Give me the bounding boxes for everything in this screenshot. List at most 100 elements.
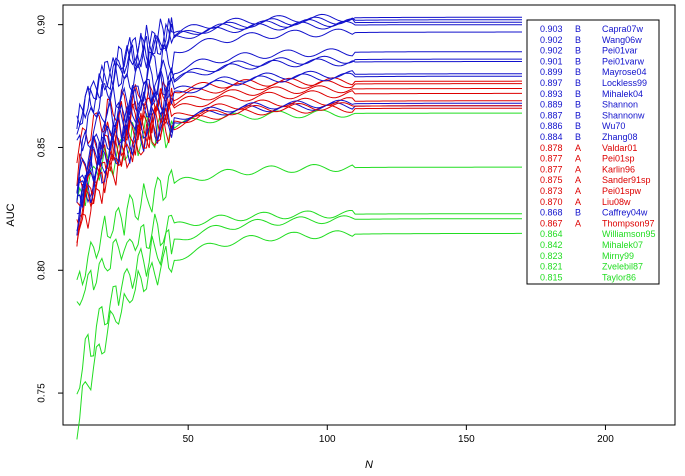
legend-label: Mayrose04 [602,67,647,77]
legend-auc: 0.899 [540,67,563,77]
legend-auc: 0.823 [540,251,563,261]
legend-auc: 0.897 [540,78,563,88]
legend-label: Mirny99 [602,251,634,261]
legend-group: B [575,67,581,77]
legend-label: Liu08w [602,197,631,207]
series-line [76,70,522,208]
legend-label: Williamson95 [602,229,656,239]
series-line [76,99,522,232]
plot-frame [62,4,676,426]
series-line [76,102,522,244]
series-line [76,215,522,395]
x-tick-label: 100 [319,434,336,445]
legend-label: Thompson97 [602,218,655,228]
legend-label: Mihalek07 [602,240,643,250]
legend: 0.903 B Capra07w 0.902 B Wang06w 0.902 B Pei01va… [540,24,656,282]
legend-label: Pei01varw [602,56,645,66]
legend-group: A [575,186,581,196]
legend-auc: 0.875 [540,175,563,185]
legend-label: Shannon [602,100,638,110]
legend-label: Wu70 [602,121,625,131]
legend-auc: 0.886 [540,121,563,131]
legend-group: B [575,121,581,131]
legend-auc: 0.877 [540,154,563,164]
legend-group: B [575,208,581,218]
legend-group: A [575,175,581,185]
legend-group: A [575,143,581,153]
y-axis-title: AUC [5,203,17,226]
y-axis: 0.75 0.80 0.85 0.90 [37,14,63,403]
legend-auc: 0.815 [540,272,563,282]
legend-auc: 0.821 [540,262,563,272]
legend-auc: 0.901 [540,56,563,66]
series-line [76,16,522,152]
legend-label: Shannonw [602,110,645,120]
legend-auc: 0.887 [540,110,563,120]
legend-label: Capra07w [602,24,644,34]
legend-auc: 0.868 [540,208,563,218]
legend-group: A [575,154,581,164]
legend-group: B [575,110,581,120]
legend-label: Karlin96 [602,164,635,174]
legend-group: A [575,164,581,174]
legend-label: Valdar01 [602,143,637,153]
legend-auc: 0.893 [540,89,563,99]
legend-label: Pei01spw [602,186,642,196]
legend-group: B [575,46,581,56]
series-line [76,97,522,231]
series-line [76,230,522,440]
series-line [76,163,522,287]
legend-label: Lockless99 [602,78,647,88]
legend-box [526,19,660,285]
legend-label: Taylor86 [602,272,636,282]
legend-auc: 0.867 [540,218,563,228]
legend-auc: 0.842 [540,240,563,250]
series-line [76,55,522,202]
legend-group: A [575,218,581,228]
series-line [76,48,522,203]
legend-auc: 0.902 [540,46,563,56]
legend-group: B [575,89,581,99]
y-tick-label: 0.75 [37,383,48,403]
legend-group: B [575,56,581,66]
y-tick-label: 0.80 [37,260,48,280]
legend-label: Pei01sp [602,154,635,164]
legend-auc: 0.870 [540,197,563,207]
legend-label: Wang06w [602,35,642,45]
x-tick-label: 200 [597,434,614,445]
series-line [76,109,522,207]
legend-label: Caffrey04w [602,208,648,218]
legend-label: Mihalek04 [602,89,643,99]
series-line [76,85,522,198]
legend-auc: 0.903 [540,24,563,34]
legend-group: B [575,132,581,142]
legend-label: Zvelebil87 [602,262,643,272]
series-line [76,102,522,236]
legend-group: B [575,24,581,34]
legend-auc: 0.873 [540,186,563,196]
series-line [76,13,522,130]
series-line [76,58,522,190]
legend-label: Zhang08 [602,132,638,142]
series-line [76,77,522,164]
legend-label: Pei01var [602,46,638,56]
legend-label: Sander91sp [602,175,651,185]
x-axis: 50 100 150 200 [183,425,614,445]
legend-auc: 0.864 [540,229,563,239]
legend-group: B [575,78,581,88]
legend-auc: 0.884 [540,132,563,142]
series-line [76,210,522,307]
x-tick-label: 150 [458,434,475,445]
x-tick-label: 50 [183,434,195,445]
series-line [76,90,522,206]
legend-auc: 0.877 [540,164,563,174]
y-tick-label: 0.90 [37,14,48,34]
x-axis-title: N [365,459,373,471]
legend-auc: 0.878 [540,143,563,153]
legend-group: A [575,197,581,207]
series-lines [76,13,522,440]
legend-auc: 0.902 [540,35,563,45]
legend-group: B [575,100,581,110]
legend-group: B [575,35,581,45]
